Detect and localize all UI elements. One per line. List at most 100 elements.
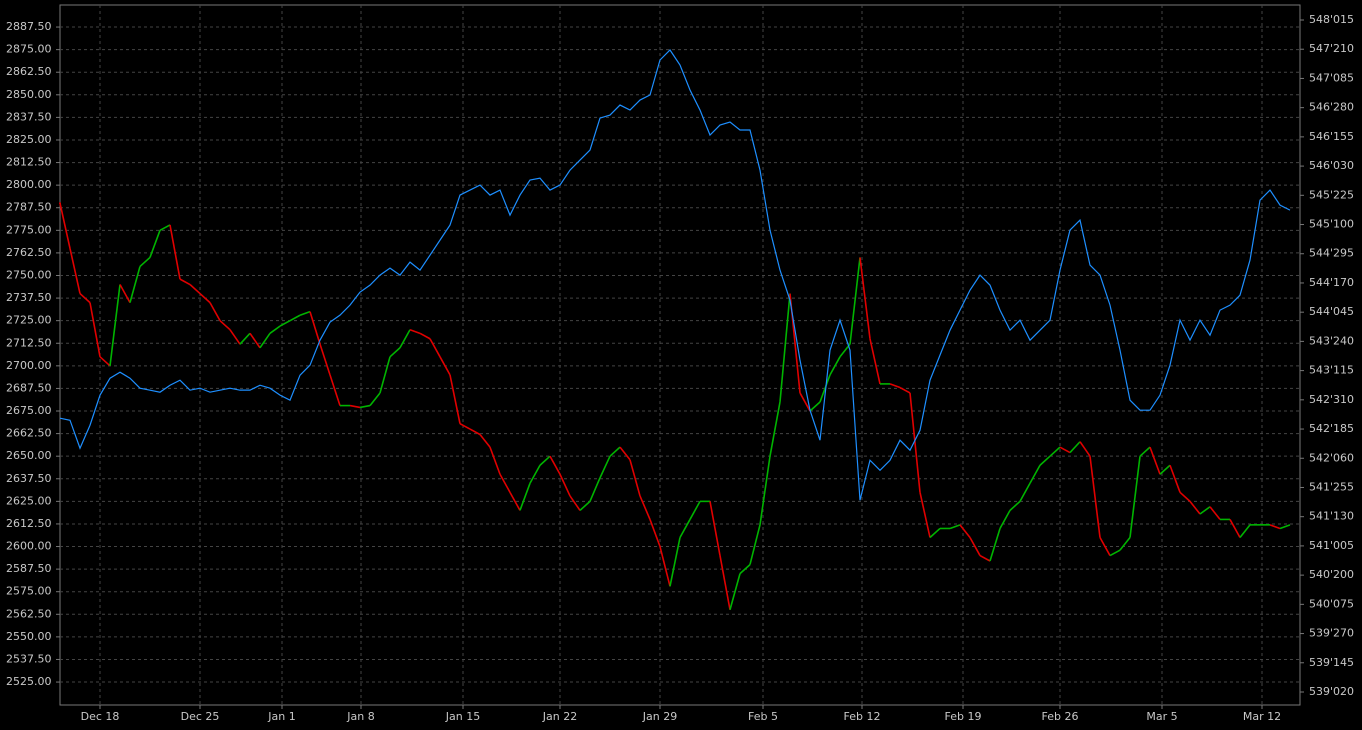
price-segment [509,491,521,511]
x-tick-label: Mar 5 [1146,710,1177,723]
price-segment [389,347,401,358]
price-segment [439,356,451,376]
x-tick-label: Feb 19 [945,710,982,723]
y2-tick-label: 541'005 [1309,539,1354,552]
price-segment [629,459,641,497]
price-segment [899,386,911,394]
price-segment [279,319,291,327]
price-segment [239,332,251,345]
price-segment [999,510,1011,529]
x-tick-label: Jan 15 [445,710,480,723]
y-tick-label: 2712.50 [6,336,52,349]
price-segment [689,500,701,520]
price-segment [599,455,611,479]
price-segment [729,573,741,610]
price-segment [549,455,561,475]
price-segment [989,528,1001,562]
price-segment [1269,524,1281,530]
price-segment [369,392,381,407]
y2-tick-label: 544'045 [1309,305,1354,318]
y-tick-label: 2625.00 [6,494,52,507]
x-tick-label: Feb 5 [748,710,778,723]
series-line [59,49,1291,501]
price-segment [909,392,921,493]
price-segment [759,456,771,525]
price-segment [149,230,161,258]
price-segment [1089,456,1101,538]
price-segment [849,257,861,345]
y-tick-label: 2850.00 [6,88,52,101]
price-segment [399,329,411,349]
y-tick-label: 2825.00 [6,133,52,146]
price-segment [669,537,681,587]
y-tick-label: 2612.50 [6,517,52,530]
price-segment [869,338,881,385]
price-segment [189,283,201,295]
price-segment [679,519,691,538]
y-tick-label: 2725.00 [6,314,52,327]
y2-tick-label: 547'085 [1309,71,1354,84]
price-segment [929,527,941,539]
price-segment [979,554,991,562]
price-segment [359,404,371,409]
y-tick-label: 2600.00 [6,540,52,553]
x-tick-label: Feb 12 [844,710,881,723]
price-segment [169,224,181,280]
price-segment [579,500,591,511]
price-segment [159,224,171,232]
y2-tick-label: 541'255 [1309,480,1354,493]
price-segment [589,477,601,502]
price-segment [319,343,331,376]
price-segment [529,464,541,484]
price-segment [349,404,361,409]
price-segment [499,473,511,493]
price-segment [709,501,721,556]
plot-area [59,4,1301,706]
price-segment [469,428,481,436]
price-segment [739,564,751,575]
price-segment [559,473,571,497]
price-segment [479,434,491,448]
y-tick-label: 2537.50 [6,652,52,665]
price-segment [69,248,81,294]
price-segment [799,392,811,412]
y2-tick-label: 545'100 [1309,218,1354,231]
price-segment [1169,464,1181,493]
price-segment [489,446,501,475]
y-tick-label: 2575.00 [6,585,52,598]
y2-tick-label: 543'115 [1309,364,1354,377]
y-tick-label: 2550.00 [6,630,52,643]
price-segment [659,546,671,587]
price-segment [1009,500,1021,511]
x-tick-label: Dec 18 [81,710,120,723]
y-tick-label: 2687.50 [6,381,52,394]
y2-tick-label: 541'130 [1309,510,1354,523]
price-segment [409,328,421,335]
price-segment [829,356,841,376]
x-tick-label: Jan 1 [267,710,295,723]
price-segment [1279,524,1291,530]
y2-tick-label: 546'280 [1309,101,1354,114]
price-segment [199,292,211,304]
y-tick-label: 2887.50 [6,20,52,33]
price-segment [519,483,531,511]
price-segment [639,495,651,520]
price-segment [1109,549,1121,557]
y-tick-label: 2650.00 [6,449,52,462]
y-tick-label: 2862.50 [6,65,52,78]
y-tick-label: 2662.50 [6,427,52,440]
y2-tick-label: 544'170 [1309,276,1354,289]
price-segment [1099,537,1111,556]
x-tick-label: Jan 29 [642,710,677,723]
price-segment [179,278,191,286]
y-tick-label: 2775.00 [6,223,52,236]
price-segment [1199,506,1211,515]
price-segment [289,314,301,322]
price-segment [649,519,661,547]
price-segment [1059,446,1071,454]
y2-tick-label: 547'210 [1309,42,1354,55]
x-tick-label: Feb 26 [1042,710,1079,723]
price-segment [1239,524,1251,538]
price-segment [959,524,971,538]
